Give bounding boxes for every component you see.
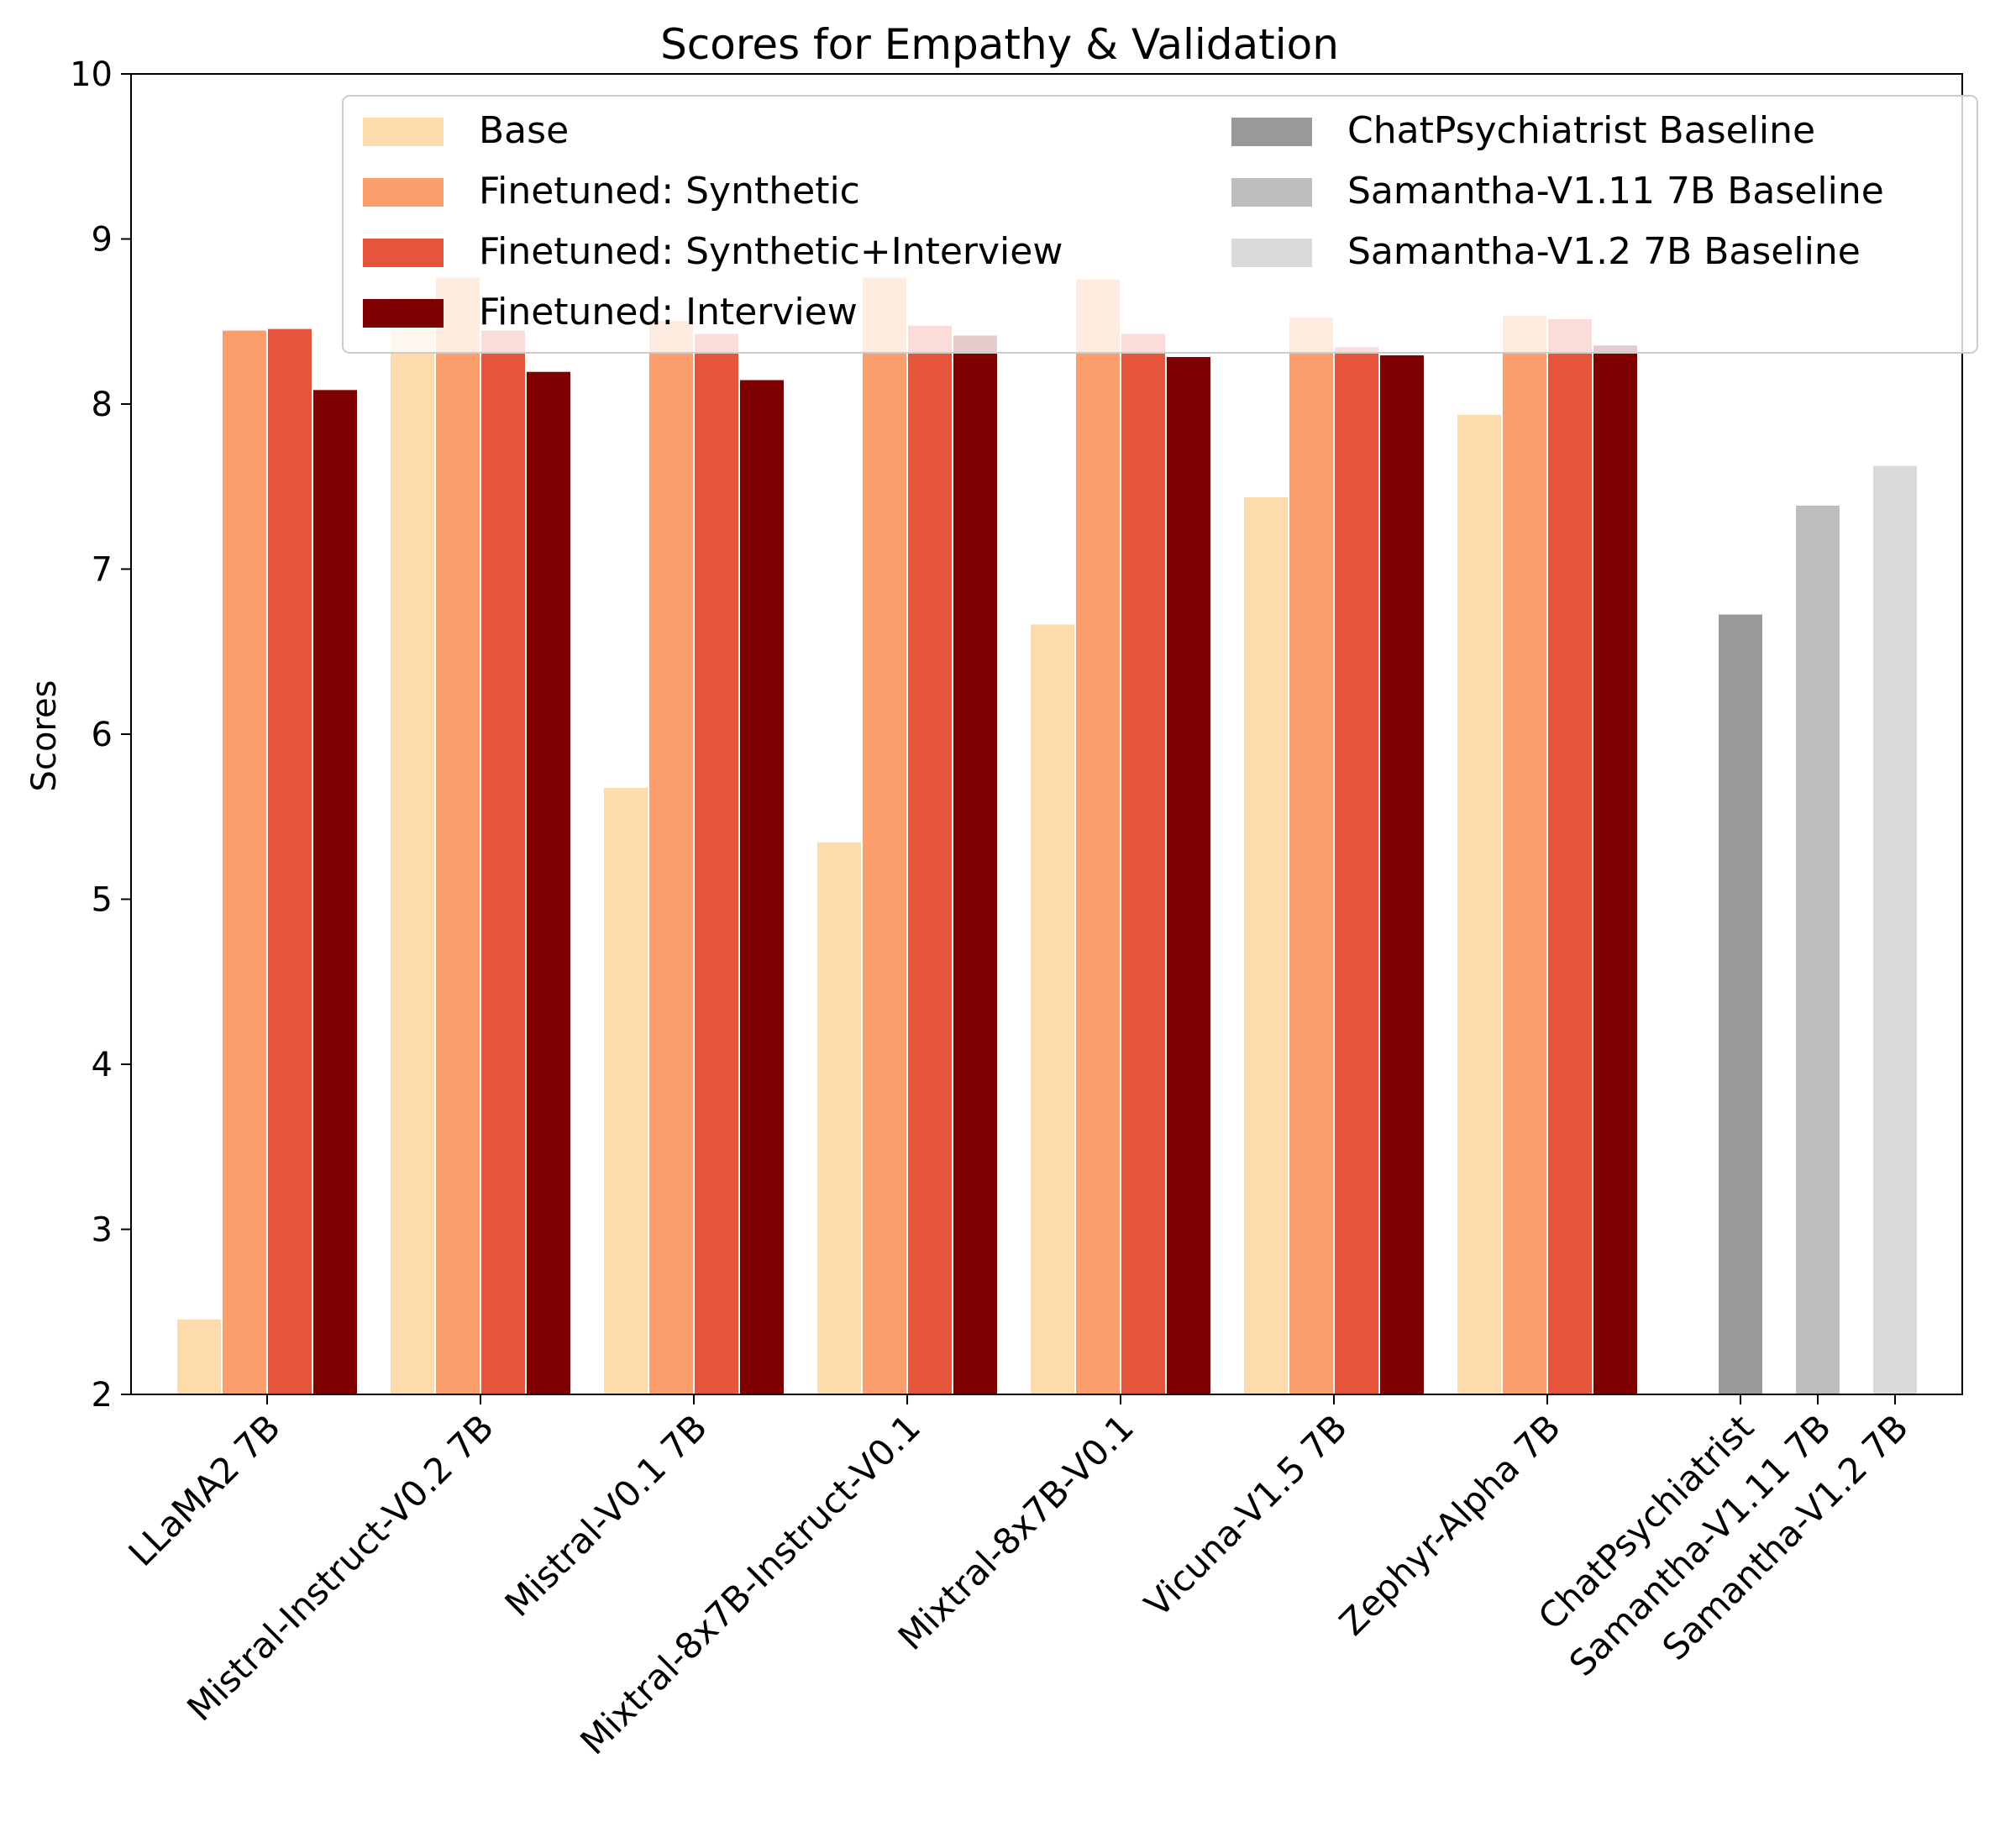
y-axis: 2 3 4 5 6 7 8 9 10 xyxy=(70,55,131,1415)
bar-0-6 xyxy=(1456,412,1503,1395)
legend-swatch xyxy=(1231,178,1312,207)
legend-label: Finetuned: Synthetic+Interview xyxy=(479,230,1063,273)
legend-label: Base xyxy=(479,109,569,152)
y-tick-label: 9 xyxy=(92,221,113,260)
x-tick-label: Mixtral-8x7B-V0.1 xyxy=(890,1406,1142,1657)
bar-0-4 xyxy=(1029,622,1076,1395)
bar-2-2 xyxy=(693,332,740,1395)
bar-0-2 xyxy=(602,785,649,1395)
bar-6-9 xyxy=(1872,464,1919,1396)
y-tick-label: 5 xyxy=(92,881,113,920)
y-axis-label: Scores xyxy=(25,680,64,792)
bar-4-7 xyxy=(1717,612,1764,1395)
legend-label: Finetuned: Synthetic xyxy=(479,170,860,213)
chart-title: Scores for Empathy & Validation xyxy=(660,20,1339,69)
legend-swatch xyxy=(1231,118,1312,146)
bar-1-1 xyxy=(434,276,481,1396)
y-tick-label: 10 xyxy=(70,55,113,94)
bar-3-5 xyxy=(1378,354,1425,1395)
y-tick-label: 3 xyxy=(92,1211,113,1250)
legend-label: Samantha-V1.2 7B Baseline xyxy=(1347,230,1861,273)
legend-label: Finetuned: Interview xyxy=(479,291,858,333)
bar-1-4 xyxy=(1074,277,1121,1395)
bar-3-3 xyxy=(952,333,999,1396)
x-tick-label: Vicuna-V1.5 7B xyxy=(1137,1406,1355,1625)
bar-3-1 xyxy=(525,370,572,1396)
x-tick-label: Mixtral-8x7B-Instruct-V0.1 xyxy=(572,1406,928,1762)
bar-1-3 xyxy=(861,276,908,1396)
legend-swatch xyxy=(363,239,444,267)
bar-1-5 xyxy=(1288,315,1335,1396)
legend-swatch xyxy=(363,299,444,328)
bar-1-6 xyxy=(1501,313,1548,1395)
bar-2-5 xyxy=(1333,345,1380,1396)
legend-label: Samantha-V1.11 7B Baseline xyxy=(1347,170,1884,213)
bar-3-0 xyxy=(312,388,359,1396)
bar-2-1 xyxy=(480,328,527,1396)
bars-group xyxy=(176,276,1919,1396)
y-tick-label: 7 xyxy=(92,551,113,590)
legend-swatch xyxy=(363,178,444,207)
legend-label: ChatPsychiatrist Baseline xyxy=(1347,109,1815,152)
bar-2-4 xyxy=(1120,332,1167,1395)
y-tick-label: 2 xyxy=(92,1376,113,1415)
bar-5-8 xyxy=(1794,503,1841,1395)
bar-1-0 xyxy=(221,328,268,1396)
bar-0-3 xyxy=(816,840,863,1395)
legend-swatch xyxy=(363,118,444,146)
y-tick-label: 8 xyxy=(92,386,113,424)
bar-2-3 xyxy=(906,323,953,1395)
legend: Base Finetuned: Synthetic Finetuned: Synth… xyxy=(342,95,1978,354)
bar-0-5 xyxy=(1242,496,1289,1395)
bar-0-1 xyxy=(389,296,436,1395)
bar-3-6 xyxy=(1592,344,1639,1395)
plot-frame xyxy=(130,73,1963,1395)
y-tick-label: 4 xyxy=(92,1046,113,1084)
legend-swatch xyxy=(1231,239,1312,267)
bar-2-6 xyxy=(1546,317,1593,1396)
legend-box xyxy=(342,95,1978,354)
bar-1-2 xyxy=(648,318,695,1395)
bar-2-0 xyxy=(266,327,313,1395)
x-tick-label: LLaMA2 7B xyxy=(121,1406,288,1573)
x-tick-label: Mistral-V0.1 7B xyxy=(497,1406,716,1625)
bar-0-0 xyxy=(176,1317,223,1395)
y-tick-label: 6 xyxy=(92,716,113,754)
bar-3-4 xyxy=(1165,355,1212,1395)
bar-3-2 xyxy=(738,378,785,1395)
